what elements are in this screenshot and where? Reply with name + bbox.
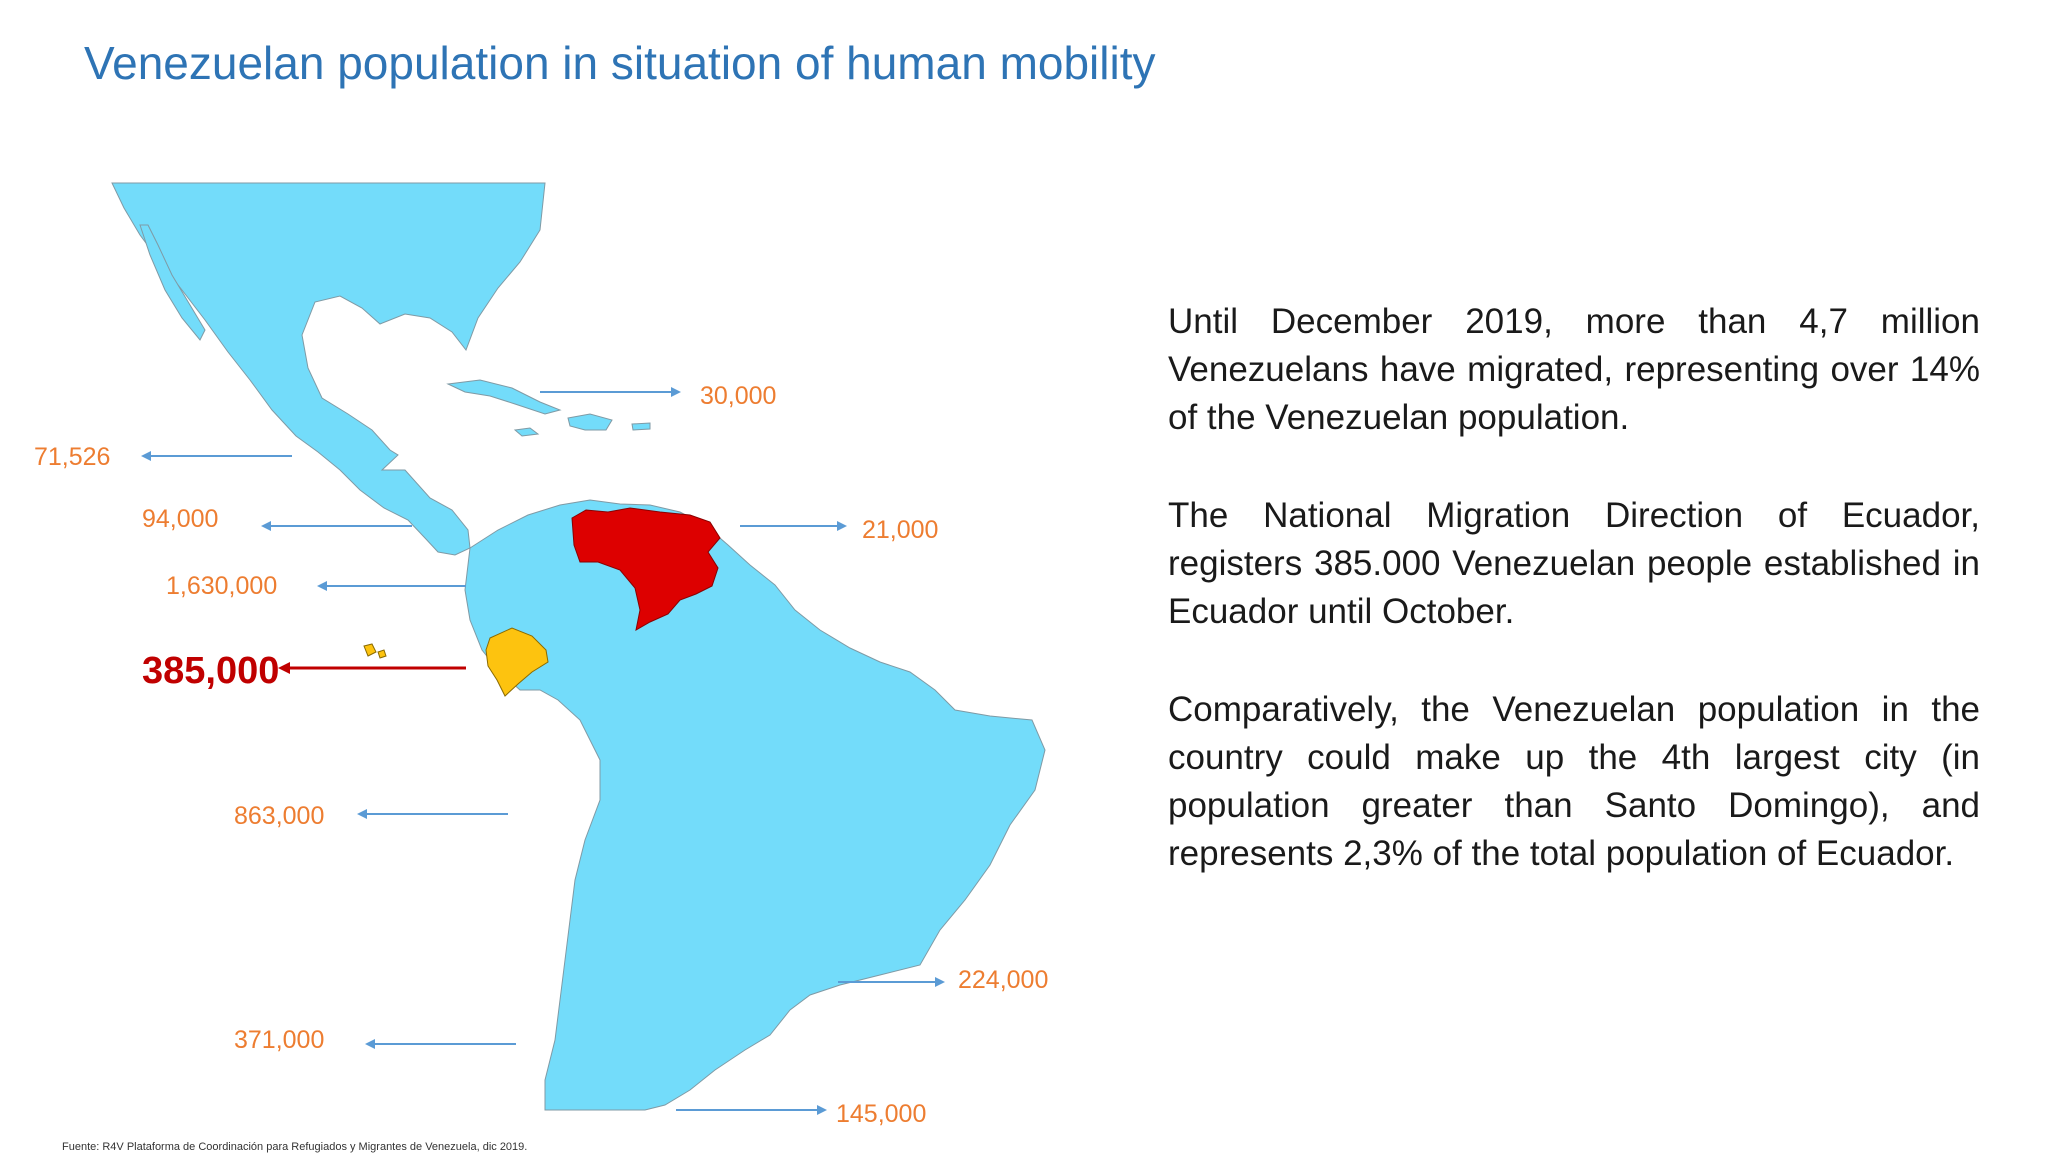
source-note: Fuente: R4V Plataforma de Coordinación p… [62, 1141, 528, 1153]
paragraph-comparison: Comparatively, the Venezuelan population… [1168, 690, 1980, 873]
label-mexico: 71,526 [34, 443, 111, 471]
label-guyana: 21,000 [862, 516, 939, 544]
paragraph-migration-total: Until December 2019, more than 4,7 milli… [1168, 302, 1980, 437]
north-america-landmass [111, 182, 546, 556]
baja-california [139, 224, 206, 341]
slide-title: Venezuelan population in situation of hu… [84, 37, 1156, 89]
label-panama: 94,000 [142, 505, 219, 533]
galapagos [363, 643, 387, 659]
jamaica [513, 427, 540, 437]
hispaniola [567, 413, 613, 431]
label-colombia: 1,630,000 [166, 572, 278, 600]
cuba [446, 379, 562, 415]
venezuela-highlight [571, 507, 721, 631]
label-argentina: 145,000 [836, 1100, 927, 1128]
label-ecuador: 385,000 [142, 650, 280, 692]
paragraph-ecuador-registry: The National Migration Direction of Ecua… [1168, 496, 1980, 631]
south-america-landmass [464, 499, 1046, 1111]
puerto-rico [631, 422, 651, 431]
label-chile: 371,000 [234, 1026, 325, 1054]
ecuador-highlight [485, 627, 549, 697]
label-peru: 863,000 [234, 802, 325, 830]
label-us: 30,000 [700, 382, 777, 410]
label-brazil: 224,000 [958, 966, 1049, 994]
